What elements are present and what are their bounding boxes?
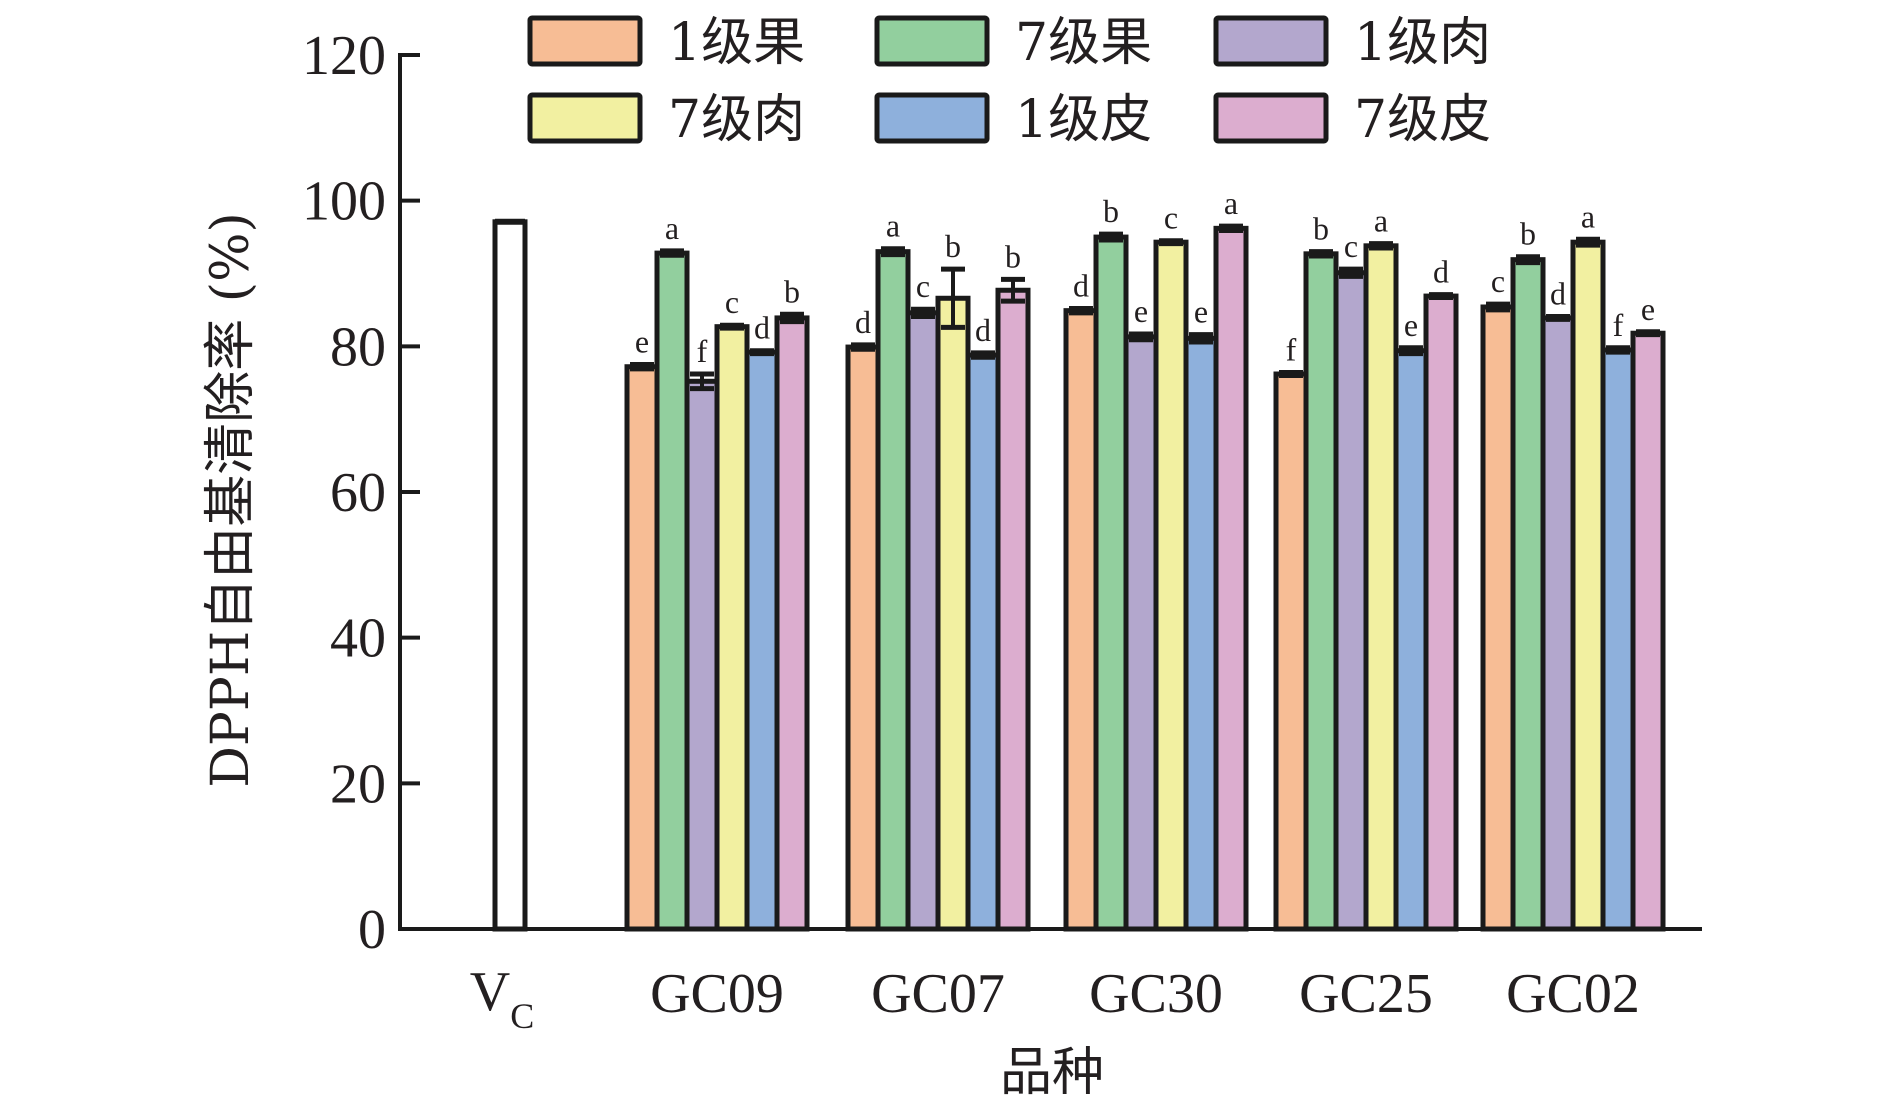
bar-gc09-1 <box>654 250 690 932</box>
significance-label: e <box>1641 291 1655 327</box>
x-tick-label-vc: VC <box>470 961 534 1036</box>
x-tick-label: GC09 <box>650 963 784 1025</box>
bar-gc09-5 <box>774 315 810 932</box>
significance-label: f <box>697 333 708 369</box>
significance-label: b <box>945 228 961 264</box>
x-tick-label: GC07 <box>871 963 1005 1025</box>
significance-label: a <box>1581 198 1595 234</box>
bar-gc02-2 <box>1540 315 1576 932</box>
significance-label: e <box>1134 293 1148 329</box>
significance-label: e <box>1404 307 1418 343</box>
legend-label-0: 1级果 <box>668 13 805 73</box>
legend-label-2: 1级肉 <box>1354 13 1491 73</box>
bar-gc07-0 <box>845 344 881 932</box>
legend-label-4: 1级皮 <box>1015 90 1152 150</box>
significance-label: b <box>1103 193 1119 229</box>
bar-gc02-4 <box>1600 347 1636 932</box>
y-tick-label: 80 <box>330 316 386 378</box>
bar-gc30-2 <box>1123 334 1159 932</box>
significance-label: d <box>855 304 871 340</box>
significance-label: c <box>1164 200 1178 236</box>
y-tick-label: 120 <box>302 25 386 87</box>
significance-label: a <box>1224 185 1238 221</box>
bar-gc07-3 <box>935 295 971 932</box>
bar-gc02-3 <box>1570 239 1606 932</box>
significance-label: a <box>1374 203 1388 239</box>
significance-label: e <box>635 324 649 360</box>
bar-gc07-2 <box>905 310 941 932</box>
y-tick-label: 100 <box>302 171 386 233</box>
bar-gc09-0 <box>624 364 660 932</box>
bar-gc30-3 <box>1153 239 1189 932</box>
legend: 1级果 7级果 1级肉 7级肉 1级皮 7级皮 <box>527 13 1491 150</box>
x-tick-label: GC25 <box>1299 963 1433 1025</box>
legend-swatch-1 <box>874 15 990 67</box>
significance-label: d <box>1073 267 1089 303</box>
legend-swatch-5 <box>1213 92 1329 144</box>
significance-label: d <box>1433 254 1449 290</box>
bar-gc07-1 <box>875 249 911 932</box>
significance-label: f <box>1613 307 1624 343</box>
significance-label: c <box>1491 263 1505 299</box>
significance-label: c <box>916 268 930 304</box>
significance-label: b <box>1005 238 1021 274</box>
legend-label-5: 7级皮 <box>1354 90 1491 150</box>
bar-gc09-4 <box>744 349 780 932</box>
legend-swatch-4 <box>874 92 990 144</box>
y-tick-label: 0 <box>358 899 386 961</box>
bar-gc25-0 <box>1273 371 1309 932</box>
significance-label: b <box>1313 211 1329 247</box>
bar-gc30-1 <box>1093 234 1129 932</box>
x-tick-label: GC02 <box>1506 963 1640 1025</box>
bar-gc09-2 <box>684 378 720 932</box>
y-tick-label: 40 <box>330 608 386 670</box>
significance-label: e <box>1194 294 1208 330</box>
y-axis: 0 20 40 60 80 100 120 <box>302 25 420 961</box>
significance-label: d <box>1550 275 1566 311</box>
bar-gc30-0 <box>1063 308 1099 932</box>
bar-gc30-5 <box>1213 225 1249 932</box>
bar-gc07-4 <box>965 352 1001 932</box>
legend-swatch-0 <box>527 15 643 67</box>
bar-gc25-1 <box>1303 251 1339 932</box>
significance-label: a <box>665 210 679 246</box>
legend-label-1: 7级果 <box>1015 13 1152 73</box>
bar-gc25-4 <box>1393 348 1429 932</box>
significance-label: c <box>725 284 739 320</box>
y-tick-label: 20 <box>330 753 386 815</box>
significance-label: c <box>1344 228 1358 264</box>
bar-gc02-1 <box>1510 257 1546 932</box>
legend-swatch-2 <box>1213 15 1329 67</box>
bar-gc07-5 <box>995 287 1031 932</box>
x-axis-title: 品种 <box>1000 1043 1104 1103</box>
y-axis-title: DPPH自由基清除率 (%) <box>201 212 261 788</box>
bar-vc <box>492 219 528 932</box>
significance-label: f <box>1286 332 1297 368</box>
significance-label: d <box>754 310 770 346</box>
y-tick-label: 60 <box>330 462 386 524</box>
bar-gc02-5 <box>1630 330 1666 932</box>
bar-gc02-0 <box>1480 304 1516 932</box>
legend-swatch-3 <box>527 92 643 144</box>
legend-label-3: 7级肉 <box>668 90 805 150</box>
bar-gc09-3 <box>714 324 750 932</box>
bar-gc30-4 <box>1183 335 1219 932</box>
bar-gc25-2 <box>1333 270 1369 932</box>
x-axis: VC GC09 GC07 GC30 GC25 GC02 <box>400 927 1702 1036</box>
x-tick-label: GC30 <box>1089 963 1223 1025</box>
significance-label: a <box>886 208 900 244</box>
bar-gc25-3 <box>1363 243 1399 932</box>
bar-gc25-5 <box>1423 293 1459 932</box>
significance-label: d <box>975 312 991 348</box>
significance-label: b <box>784 273 800 309</box>
significance-label: b <box>1520 216 1536 252</box>
